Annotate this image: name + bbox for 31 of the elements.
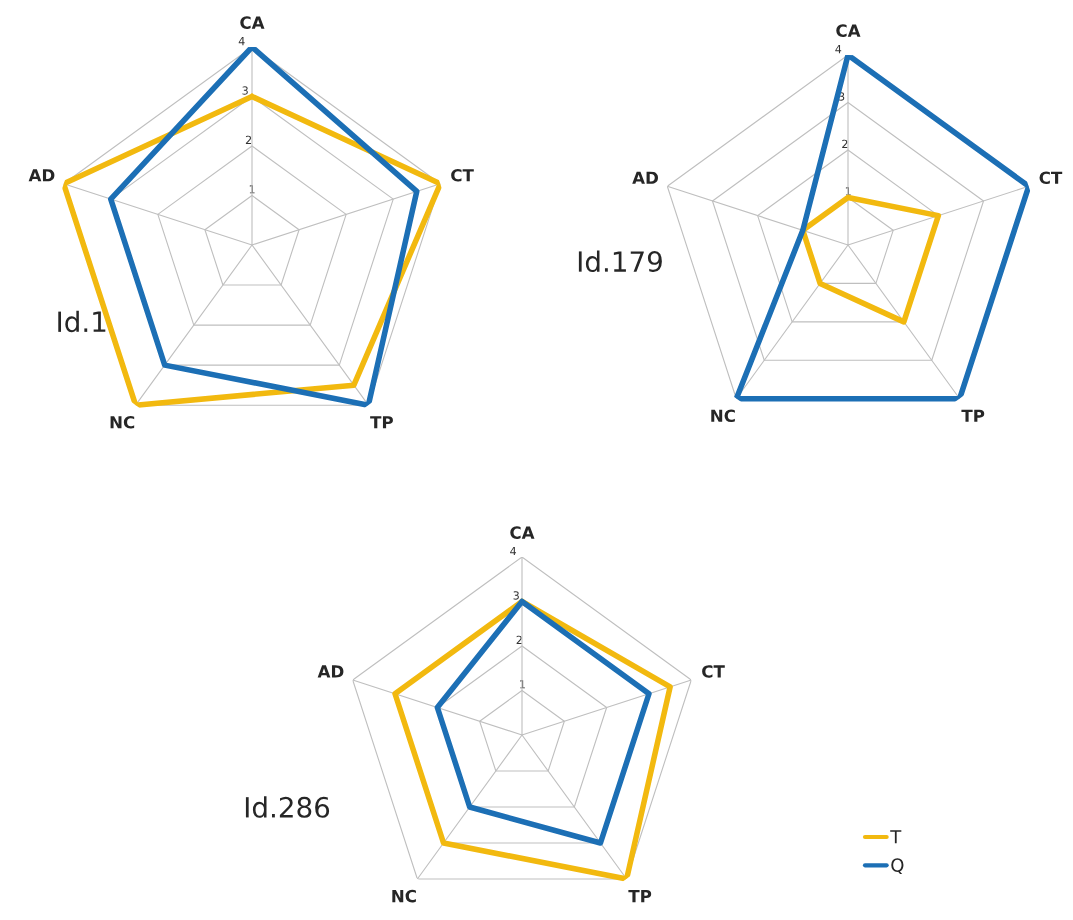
text: Id.1 [58,310,106,333]
spoke-label: CA [836,24,861,37]
y-tick-label: 4 [238,37,245,46]
y-tick-label: 4 [835,45,842,54]
text: Id.286 [245,796,330,818]
spoke-label: TP [961,409,985,422]
spoke-label: TP [628,889,652,903]
spoke-label: CT [1039,171,1063,185]
y-tick-label: 4 [510,547,517,556]
legend-label: Q [891,858,904,874]
y-tick-label: 2 [842,139,848,148]
spoke-label: AD [632,171,658,184]
y-tick-label: 1 [249,185,255,194]
spoke-label: CT [702,665,725,678]
spoke-label: TP [370,416,393,429]
y-tick-label: 3 [242,86,248,95]
text: Id.179 [578,250,662,273]
y-tick-label: 1 [845,187,851,196]
spoke-label: NC [711,409,735,423]
y-tick-label: 1 [520,680,525,689]
spoke-label: CA [240,16,265,29]
spoke-label: AD [317,665,344,678]
y-tick-label: 2 [245,135,252,144]
y-tick-label: 3 [513,591,519,600]
spoke-label: NC [392,889,416,903]
spoke-label: NC [110,415,135,429]
spoke-label: CT [451,168,474,182]
legend-label: T [890,830,902,844]
spoke-label: CA [510,526,535,539]
y-tick-label: 2 [516,635,522,644]
spoke-label: AD [28,169,55,182]
